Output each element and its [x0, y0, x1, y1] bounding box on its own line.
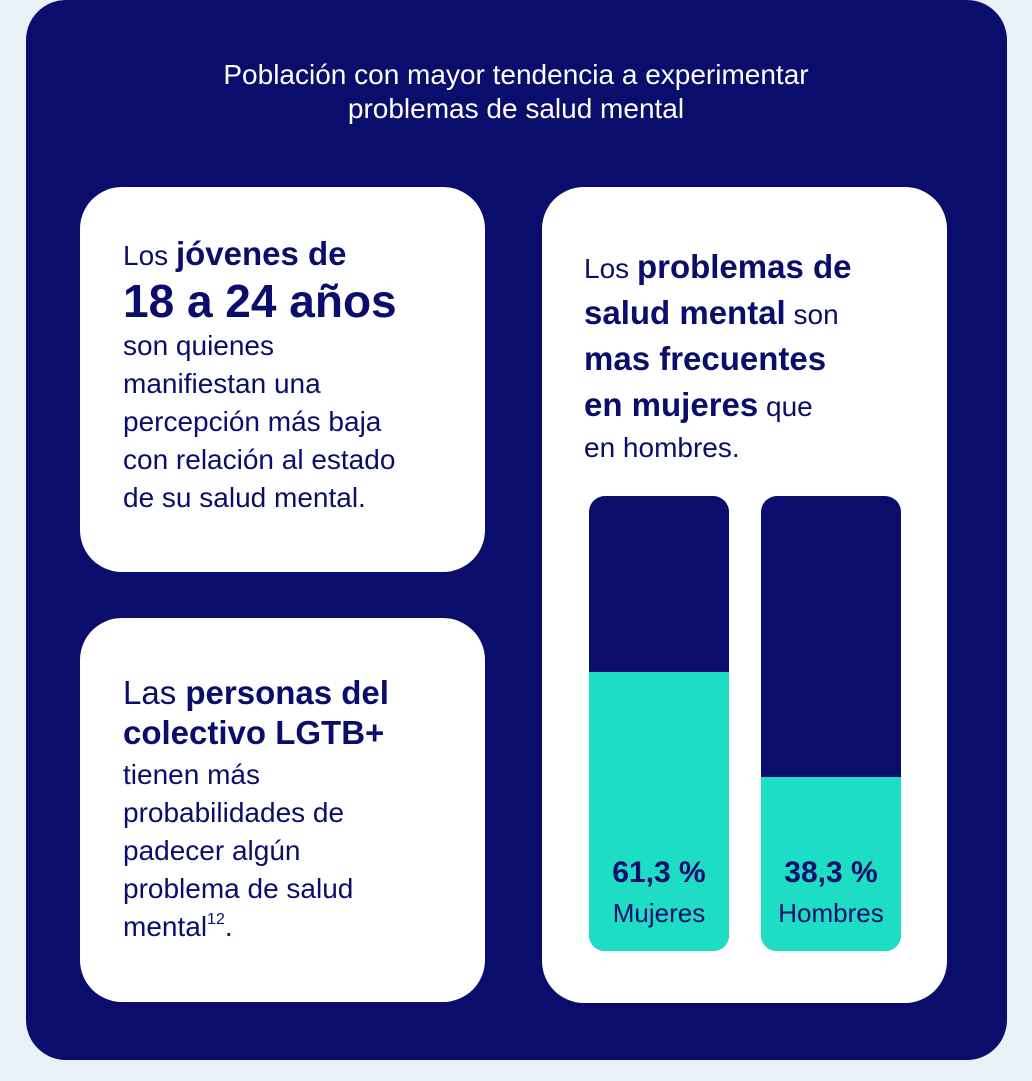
youth-line: con relación al estado	[123, 444, 396, 475]
title-line-2: problemas de salud mental	[347, 93, 685, 124]
lgtb-line: problema de salud	[123, 873, 354, 904]
gender-bold-3: mas frecuentes	[584, 340, 827, 377]
youth-line: son quienes	[123, 330, 275, 361]
bar-value-label-hombres: 38,3 %	[784, 856, 878, 889]
lgtb-line: probabilidades de	[123, 797, 345, 828]
lgtb-period: .	[224, 911, 233, 942]
gender-bold-2: salud mental	[584, 294, 786, 331]
gender-card-text: Los problemas de salud mental son mas fr…	[584, 245, 947, 467]
youth-line: manifiestan una	[123, 368, 321, 399]
bar-fill-mujeres	[589, 672, 729, 951]
lgtb-card: Las personas del colectivo LGTB+ tienen …	[80, 618, 485, 1002]
youth-line: de su salud mental.	[123, 482, 366, 513]
youth-age-range: 18 a 24 años	[123, 275, 397, 327]
lgtb-line: tienen más	[123, 759, 260, 790]
youth-card-text: Los jóvenes de 18 a 24 años son quienes …	[123, 235, 485, 517]
bar-hombres: 38,3 % Hombres	[761, 496, 901, 951]
lgtb-footnote-ref: 12	[207, 911, 225, 928]
gender-text-2: son	[785, 299, 839, 330]
youth-card: Los jóvenes de 18 a 24 años son quienes …	[80, 187, 485, 572]
infographic-title: Población con mayor tendencia a experime…	[0, 58, 1032, 126]
bar-mujeres: 61,3 % Mujeres	[589, 496, 729, 951]
title-line-1: Población con mayor tendencia a experime…	[223, 59, 809, 90]
lgtb-bold-1: personas del	[185, 674, 389, 711]
bar-category-label-mujeres: Mujeres	[612, 898, 706, 928]
gender-bold-1: problemas de	[636, 248, 852, 285]
lgtb-last: mental	[123, 911, 208, 942]
bar-fill-hombres	[761, 776, 901, 951]
lgtb-bold-2: colectivo LGTB+	[123, 714, 385, 751]
youth-intro: Los	[123, 240, 176, 271]
gender-text-3: que	[758, 391, 813, 422]
lgtb-intro: Las	[123, 674, 186, 711]
youth-line: percepción más baja	[123, 406, 382, 437]
bar-category-label-hombres: Hombres	[778, 898, 884, 928]
youth-bold: jóvenes de	[175, 235, 347, 272]
gender-text-4: en hombres.	[584, 432, 740, 463]
lgtb-line: padecer algún	[123, 835, 301, 866]
lgtb-card-text: Las personas del colectivo LGTB+ tienen …	[123, 674, 485, 946]
bar-value-label-mujeres: 61,3 %	[612, 856, 706, 889]
gender-bold-4: en mujeres	[584, 386, 759, 423]
gender-intro: Los	[584, 253, 637, 284]
